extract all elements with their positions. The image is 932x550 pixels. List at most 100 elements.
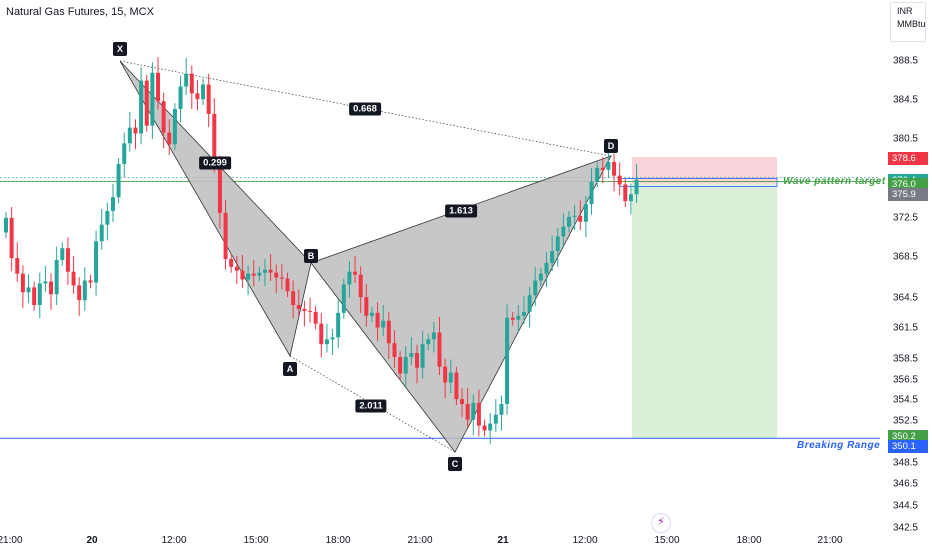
candle-body [127,127,132,144]
unit-selector[interactable]: INR MMBtu [890,2,926,42]
candle-body [88,280,93,283]
candle-body [313,311,318,324]
candle-body [420,344,425,368]
candle-body [4,217,8,233]
candle-body [9,217,14,258]
y-tick-label: 361.5 [892,322,918,334]
candle-body [583,204,588,222]
candle-body [364,297,369,316]
breaking-range-label: Breaking Range [797,440,881,451]
x-tick-label: 15:00 [654,535,680,546]
candle-body [195,93,200,100]
x-tick-label: 21:00 [407,535,433,546]
candle-body [488,423,493,431]
candle-body [274,272,279,278]
candle-body [212,113,217,164]
candle-body [37,283,42,306]
take-profit-zone [632,183,777,439]
y-tick-label: 368.5 [892,251,918,263]
candle-body [589,181,594,205]
candle-body [510,317,515,320]
candle-body [555,236,560,252]
candle-body [223,212,228,259]
candle-body [32,287,37,306]
candle-body [279,277,284,279]
candle-body [460,399,465,404]
y-tick-label: 384.5 [892,94,918,106]
candle-body [595,167,600,182]
y-tick-label: 354.5 [892,394,918,406]
candle-body [144,80,149,126]
candle-body [229,258,234,267]
pattern-point-a: A [283,362,297,376]
stop-loss-zone [632,157,777,184]
pattern-point-b: B [304,249,318,263]
x-tick-label: 15:00 [243,535,269,546]
candle-body [476,403,481,426]
x-tick-label: 12:00 [161,535,187,546]
y-tick-label: 346.5 [892,478,918,490]
candle-body [550,251,555,263]
candle-body [426,339,431,345]
candle-body [268,269,273,273]
candle-body [369,312,374,316]
y-tick-label: 358.5 [892,353,918,365]
pattern-point-c: C [448,457,462,471]
candle-body [296,305,301,309]
price-tag-prev: 375.9 [888,188,928,202]
y-tick-label: 342.5 [892,522,918,534]
candle-body [156,72,161,102]
candle-body [561,226,566,237]
candle-body [20,273,25,293]
unit-label: MMBtu [897,19,926,29]
candle-body [49,281,54,295]
candle-body [291,291,296,306]
ratio-label: 0.668 [349,102,381,116]
y-tick-label: 364.5 [892,292,918,304]
ratio-label: 2.011 [355,399,387,413]
candle-body [257,272,262,276]
candle-body [189,73,194,94]
candle-body [538,273,543,281]
candle-body [133,127,138,134]
candle-body [521,311,526,316]
candle-body [308,310,313,312]
candle-body [234,266,239,271]
pattern-point-d: D [604,139,618,153]
candle-body [206,84,211,114]
candle-body [54,259,59,295]
candle-body [623,184,628,202]
candle-body [240,270,245,280]
candle-body [201,84,206,100]
y-tick-label: 372.5 [892,212,918,224]
replay-icon[interactable]: ⚡ [651,513,671,533]
y-tick-label: 348.5 [892,457,918,469]
x-tick-label: 12:00 [572,535,598,546]
candle-body [116,163,121,198]
candle-body [533,280,538,296]
candle-body [110,197,115,211]
candle-body [251,273,256,276]
candle-body [409,353,414,357]
ratio-label: 1.613 [445,204,477,218]
candle-body [465,404,470,420]
chart-title: Natural Gas Futures, 15, MCX [6,6,154,18]
candle-body [431,332,436,340]
candle-body [437,332,442,367]
candle-body [324,339,329,345]
candle-body [262,269,267,273]
xd-dotted-line [119,60,612,157]
candle-body [493,414,498,424]
candle-body [482,425,487,431]
y-tick-label: 344.5 [892,500,918,512]
y-tick-label: 388.5 [892,55,918,67]
y-tick-label: 356.5 [892,374,918,386]
candle-body [634,179,639,195]
price-tag-entry: 376.0 [888,178,928,192]
price-tag-breaking_high: 350.2 [888,430,928,444]
candle-body [122,143,127,164]
candle-body [527,295,532,312]
candle-body [26,287,31,293]
candle-body [217,163,222,213]
